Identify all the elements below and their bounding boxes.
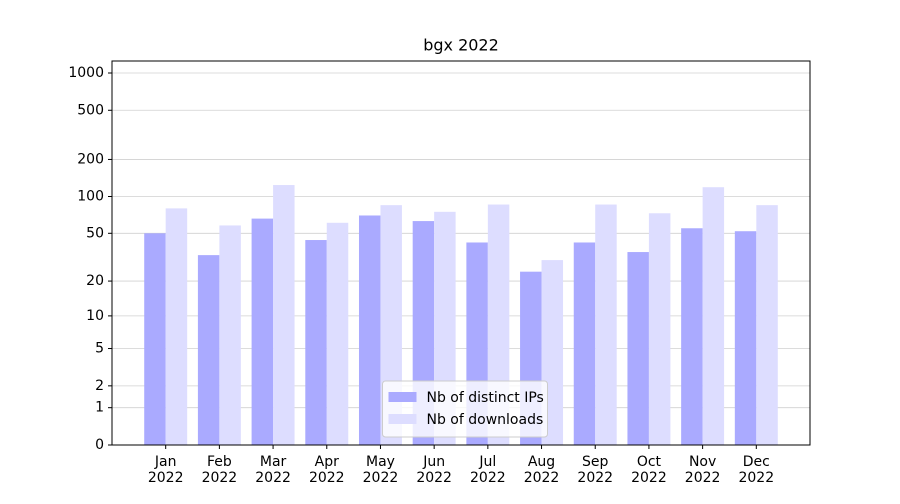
plot-frame [111, 60, 811, 446]
legend-box [382, 380, 548, 438]
legend-label: Nb of distinct IPs [427, 390, 544, 406]
bar [681, 228, 703, 445]
y-tick-label: 200 [77, 151, 104, 167]
x-tick-label: Aug 2022 [524, 454, 560, 486]
legend-swatch [388, 414, 417, 424]
chart-title: bgx 2022 [423, 36, 499, 55]
bar [197, 255, 220, 445]
bar [251, 218, 274, 445]
bar [144, 233, 166, 445]
bar [648, 213, 671, 445]
x-tick-label: Apr 2022 [309, 454, 345, 486]
bar [219, 225, 241, 445]
x-tick-label: Jul 2022 [470, 454, 506, 486]
y-tick-label: 1000 [68, 65, 104, 81]
x-tick-label: Feb 2022 [202, 454, 238, 486]
x-tick-label: Dec 2022 [738, 454, 774, 486]
y-tick-label: 500 [77, 102, 104, 118]
legend-swatch [388, 392, 417, 402]
bar [627, 252, 649, 445]
bar [326, 222, 349, 445]
y-tick-label: 5 [95, 341, 104, 357]
y-tick-label: 1 [95, 400, 104, 416]
bar [734, 231, 757, 445]
x-tick-label: Oct 2022 [631, 454, 667, 486]
y-tick-label: 2 [95, 378, 104, 394]
bar [573, 242, 596, 445]
y-tick-label: 50 [86, 225, 104, 241]
bar [702, 187, 725, 445]
x-tick-label: Jun 2022 [416, 454, 452, 486]
bar [273, 185, 295, 445]
x-tick-label: Nov 2022 [685, 454, 721, 486]
y-tick-label: 0 [95, 437, 104, 453]
x-tick-label: Mar 2022 [255, 454, 291, 486]
bar [305, 240, 327, 445]
x-tick-label: May 2022 [363, 454, 399, 486]
y-tick-label: 20 [86, 273, 104, 289]
y-tick-label: 10 [86, 308, 104, 324]
bar [756, 205, 778, 445]
y-tick-label: 100 [77, 189, 104, 205]
bar [165, 208, 188, 445]
x-tick-label: Sep 2022 [577, 454, 613, 486]
legend-label: Nb of downloads [427, 412, 544, 428]
bar [595, 204, 617, 445]
x-tick-label: Jan 2022 [148, 454, 184, 486]
bar [358, 215, 381, 445]
